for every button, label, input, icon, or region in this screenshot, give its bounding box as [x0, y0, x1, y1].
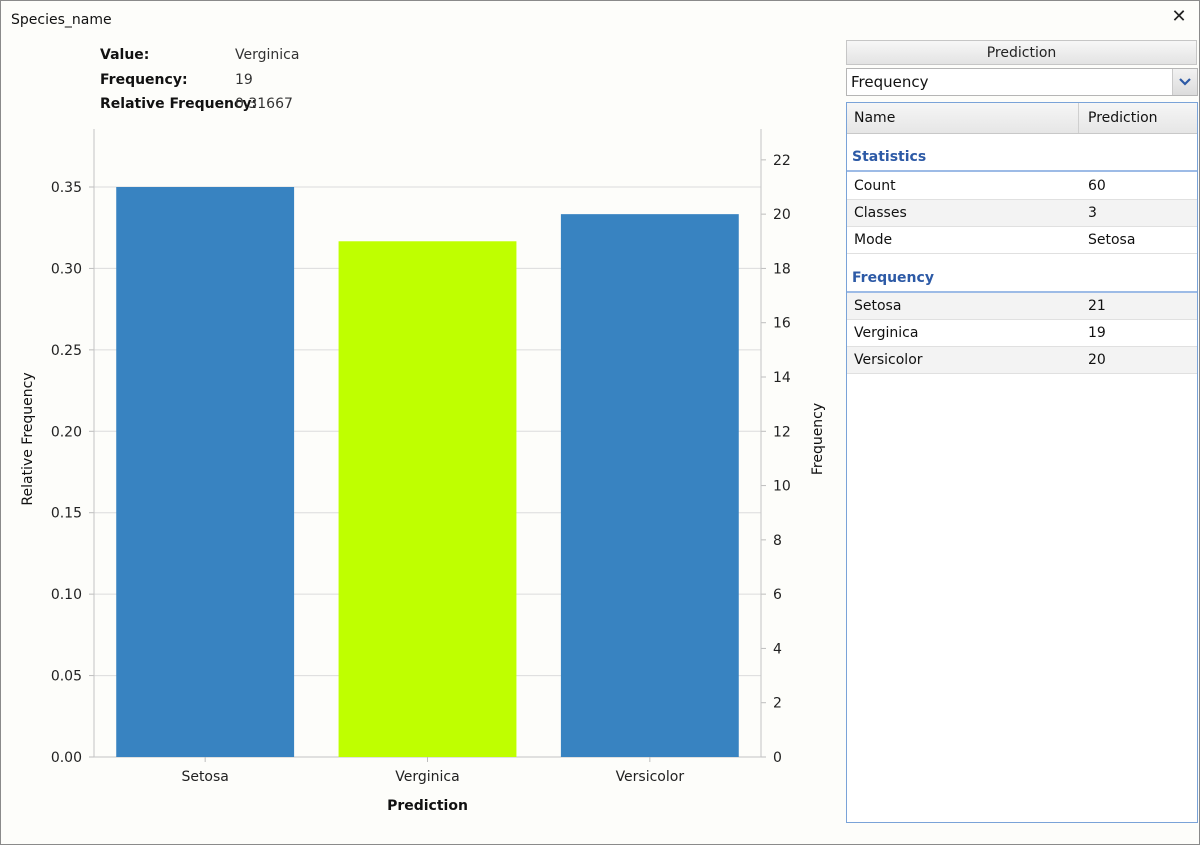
dropdown-arrow[interactable] [1172, 69, 1197, 95]
info-value: 19 [235, 71, 253, 88]
y2-tick-label: 12 [773, 424, 791, 440]
row-name: Mode [854, 232, 893, 248]
table-row[interactable]: Versicolor 20 [847, 347, 1197, 374]
bar-setosa[interactable] [116, 187, 295, 757]
y-tick-label: 0.35 [51, 180, 82, 196]
x-axis-title: Prediction [387, 798, 468, 814]
y2-tick-label: 10 [773, 479, 791, 495]
chevron-down-icon [1179, 78, 1191, 86]
y2-tick-label: 18 [773, 261, 791, 277]
y-tick-label: 0.15 [51, 506, 82, 522]
y-tick-label: 0.25 [51, 343, 82, 359]
y-tick-label: 0.30 [51, 261, 82, 277]
table-row[interactable]: Classes 3 [847, 200, 1197, 227]
row-value: 3 [1088, 205, 1097, 221]
bar-chart: 0.00 0.05 0.10 0.15 0.20 0.25 0.30 0.35 0 2 4 6 8 10 1… [20, 129, 826, 814]
row-value: 21 [1088, 298, 1106, 314]
row-name: Versicolor [854, 352, 923, 368]
y2-axis-title: Frequency [810, 403, 826, 475]
row-value: Setosa [1088, 232, 1136, 248]
y-tick-label: 0.10 [51, 587, 82, 603]
statistic-select[interactable]: Frequency [846, 68, 1198, 96]
row-name: Setosa [854, 298, 902, 314]
window-title: Species_name [11, 12, 112, 28]
table-row[interactable]: Verginica 19 [847, 320, 1197, 347]
x-tick-label: Setosa [181, 769, 228, 785]
info-key: Value: [100, 47, 150, 63]
info-key: Relative Frequency: [100, 96, 258, 112]
group-title: Statistics [852, 149, 927, 165]
y2-tick-label: 2 [773, 696, 782, 712]
y2-tick-label: 8 [773, 533, 782, 549]
info-value: Verginica [235, 47, 300, 63]
close-icon[interactable]: ✕ [1171, 6, 1187, 27]
table-row[interactable]: Mode Setosa [847, 227, 1197, 254]
y2-tick-label: 20 [773, 207, 791, 223]
row-name: Classes [854, 205, 907, 221]
y2-tick-label: 0 [773, 750, 782, 766]
table-row[interactable]: Setosa 21 [847, 293, 1197, 320]
row-value: 19 [1088, 325, 1106, 341]
row-value: 20 [1088, 352, 1106, 368]
select-value: Frequency [851, 73, 929, 91]
y-tick-label: 0.05 [51, 669, 82, 685]
statistics-table: Name Prediction Statistics Count 60 Clas… [846, 102, 1198, 823]
group-header-frequency: Frequency [847, 255, 1197, 293]
x-tick-label: Versicolor [616, 769, 685, 785]
y2-tick-label: 4 [773, 641, 782, 657]
group-header-statistics: Statistics [847, 134, 1197, 172]
group-title: Frequency [852, 270, 934, 286]
row-name: Count [854, 178, 896, 194]
table-row[interactable]: Count 60 [847, 173, 1197, 200]
info-key: Frequency: [100, 71, 188, 88]
table-header: Name Prediction [847, 103, 1197, 134]
y2-tick-label: 22 [773, 153, 791, 169]
row-value: 60 [1088, 178, 1106, 194]
info-value: 0.31667 [235, 96, 293, 112]
y2-tick-label: 14 [773, 370, 791, 386]
y-tick-label: 0.20 [51, 424, 82, 440]
bar-verginica[interactable] [338, 241, 517, 758]
y-axis-title: Relative Frequency [20, 372, 36, 505]
y-tick-label: 0.00 [51, 750, 82, 766]
column-header-prediction[interactable]: Prediction [1088, 110, 1158, 126]
bar-versicolor[interactable] [560, 214, 739, 757]
x-tick-label: Verginica [395, 769, 459, 785]
y2-tick-label: 16 [773, 316, 791, 332]
y2-tick-label: 6 [773, 587, 782, 603]
column-header-name[interactable]: Name [847, 103, 1079, 133]
row-name: Verginica [854, 325, 919, 341]
prediction-button[interactable]: Prediction [846, 40, 1197, 65]
